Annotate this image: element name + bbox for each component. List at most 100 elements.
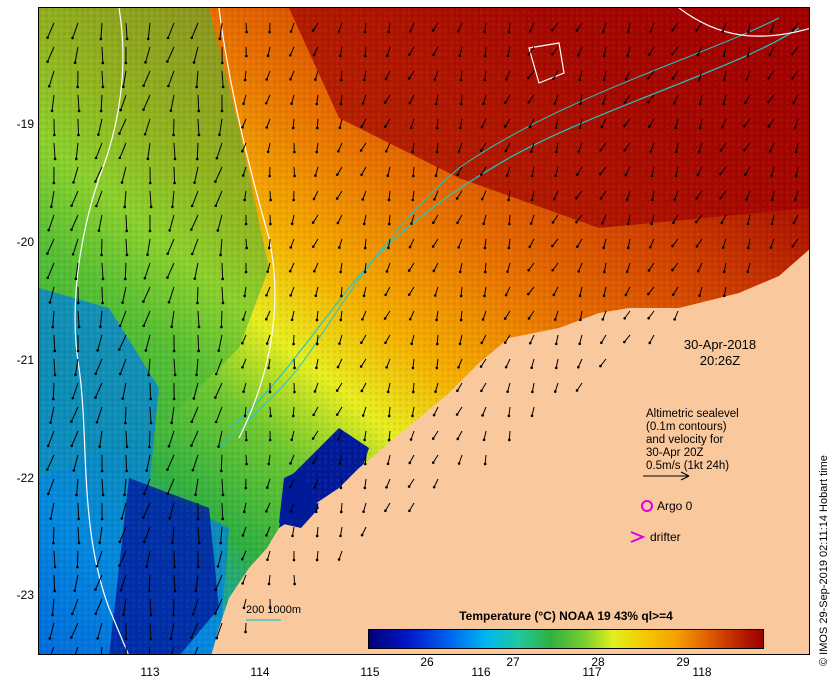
velocity-arrow — [289, 46, 295, 56]
velocity-arrow — [795, 142, 799, 152]
velocity-arrow-head — [266, 270, 269, 273]
velocity-arrow-head — [336, 221, 340, 225]
velocity-arrow-head — [118, 132, 121, 135]
velocity-arrow — [293, 574, 296, 585]
velocity-arrow-head — [166, 252, 170, 256]
velocity-arrow — [457, 22, 463, 32]
velocity-arrow — [340, 310, 343, 320]
velocity-arrow-head — [245, 246, 248, 250]
sst-map[interactable] — [38, 7, 810, 655]
velocity-arrow-head — [119, 372, 122, 376]
velocity-arrow-head — [291, 534, 294, 538]
velocity-arrow-head — [70, 204, 73, 207]
velocity-arrow — [409, 238, 415, 248]
velocity-arrow — [529, 334, 535, 344]
velocity-arrow-head — [49, 421, 52, 424]
velocity-arrow — [699, 94, 703, 104]
velocity-arrow-head — [76, 349, 80, 353]
velocity-arrow — [651, 190, 655, 200]
velocity-arrow — [457, 166, 463, 176]
velocity-arrow — [268, 358, 271, 368]
velocity-arrow — [433, 478, 439, 488]
velocity-arrow — [411, 406, 415, 416]
velocity-arrow-head — [118, 156, 122, 160]
velocity-arrow — [242, 310, 247, 320]
velocity-legend: Altimetric sealevel (0.1m contours) and … — [646, 408, 796, 473]
velocity-arrow-head — [507, 246, 511, 250]
velocity-arrow — [316, 142, 319, 152]
velocity-arrow-head — [312, 461, 315, 465]
velocity-arrow-head — [73, 589, 77, 592]
velocity-arrow — [245, 22, 248, 33]
velocity-arrow — [602, 22, 607, 32]
velocity-arrow-head — [148, 229, 152, 233]
velocity-arrow — [173, 574, 176, 591]
velocity-arrow-head — [149, 205, 153, 209]
velocity-arrow — [696, 22, 703, 31]
velocity-arrow-head — [435, 318, 438, 322]
velocity-arrow — [386, 262, 391, 272]
velocity-arrow-head — [528, 245, 532, 249]
velocity-arrow — [338, 334, 343, 344]
velocity-arrow-head — [575, 29, 579, 32]
lon-tick: 118 — [692, 665, 712, 679]
drifter-label: drifter — [650, 530, 681, 544]
velocity-arrow-head — [190, 204, 194, 208]
velocity-arrow-head — [71, 36, 74, 40]
velocity-arrow-head — [76, 565, 79, 569]
velocity-arrow — [626, 262, 631, 272]
velocity-arrow — [336, 166, 343, 175]
legend-line: Altimetric sealevel — [646, 408, 739, 420]
velocity-arrow — [96, 550, 103, 567]
velocity-arrow — [432, 214, 439, 223]
velocity-arrow — [527, 70, 535, 79]
velocity-arrow-head — [719, 196, 722, 200]
velocity-arrow-head — [99, 37, 103, 41]
velocity-arrow-head — [696, 173, 700, 177]
velocity-arrow-head — [51, 613, 54, 617]
velocity-arrow — [120, 94, 127, 111]
velocity-arrow-head — [290, 438, 294, 442]
velocity-arrow — [118, 334, 127, 350]
velocity-arrow — [143, 94, 151, 110]
velocity-arrow-head — [410, 222, 413, 225]
velocity-arrow-head — [171, 205, 174, 209]
velocity-arrow-head — [361, 102, 365, 105]
velocity-arrow — [508, 190, 511, 200]
velocity-arrow — [196, 286, 199, 304]
velocity-arrow — [101, 478, 104, 495]
velocity-arrow-head — [431, 245, 435, 248]
velocity-arrow-head — [242, 606, 246, 610]
velocity-arrow — [52, 382, 55, 400]
velocity-arrow-head — [215, 636, 219, 640]
velocity-arrow — [191, 22, 199, 38]
velocity-arrow — [720, 190, 727, 199]
velocity-arrow — [528, 262, 535, 271]
velocity-arrow-head — [576, 365, 580, 369]
velocity-arrow — [214, 382, 223, 398]
velocity-arrow-head — [241, 534, 245, 537]
velocity-arrow-head — [649, 30, 652, 33]
velocity-arrow — [245, 454, 248, 465]
velocity-arrow-head — [407, 269, 411, 272]
velocity-arrow — [242, 574, 247, 584]
velocity-arrow-head — [551, 244, 554, 248]
velocity-arrow — [268, 574, 271, 585]
velocity-arrow-head — [77, 109, 81, 113]
velocity-arrow — [170, 94, 175, 111]
velocity-arrow — [364, 478, 367, 488]
velocity-arrow-head — [482, 222, 485, 226]
velocity-arrow-head — [170, 325, 173, 329]
velocity-arrow-head — [455, 197, 459, 200]
velocity-arrow-head — [432, 221, 435, 225]
velocity-arrow — [197, 310, 200, 327]
velocity-arrow-head — [647, 269, 651, 272]
velocity-arrow — [460, 70, 463, 80]
drifter-symbol-icon — [630, 531, 646, 543]
velocity-arrow-head — [530, 150, 533, 153]
velocity-arrow-head — [575, 173, 579, 176]
velocity-arrow — [388, 214, 391, 225]
velocity-arrow-head — [671, 52, 674, 56]
velocity-arrow — [480, 358, 487, 367]
velocity-arrow — [77, 502, 80, 520]
